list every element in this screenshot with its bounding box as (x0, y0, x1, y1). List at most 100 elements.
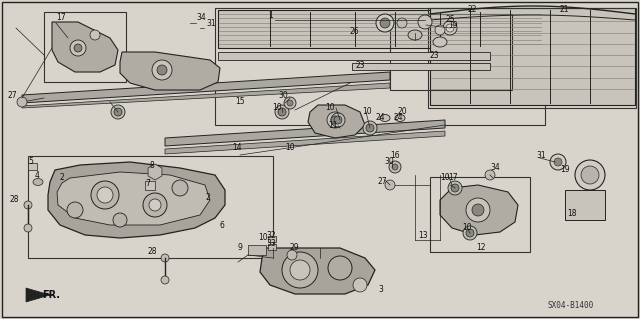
Circle shape (111, 105, 125, 119)
Circle shape (550, 154, 566, 170)
Bar (248, 245, 266, 255)
Text: 34: 34 (196, 13, 205, 23)
Circle shape (466, 198, 490, 222)
Text: 12: 12 (476, 243, 486, 253)
Text: 30: 30 (278, 91, 288, 100)
Bar (28, 156, 273, 258)
Polygon shape (22, 72, 390, 103)
Text: 27: 27 (8, 91, 18, 100)
Text: 28: 28 (148, 248, 157, 256)
Bar (44, 12, 126, 82)
Text: 1: 1 (268, 11, 273, 20)
Circle shape (575, 160, 605, 190)
Text: 10: 10 (325, 103, 335, 113)
Bar (428, 8, 636, 108)
Polygon shape (165, 120, 445, 146)
Bar (215, 8, 545, 125)
Text: 11: 11 (328, 122, 337, 130)
Text: 34: 34 (490, 164, 500, 173)
Text: 10: 10 (440, 174, 450, 182)
Polygon shape (52, 22, 118, 72)
Text: 16: 16 (390, 151, 399, 160)
Text: 24: 24 (393, 114, 403, 122)
Text: 29: 29 (290, 243, 300, 253)
Bar (268, 244, 276, 250)
Text: 19: 19 (448, 21, 458, 31)
Circle shape (282, 252, 318, 288)
Circle shape (466, 229, 474, 237)
Circle shape (328, 256, 352, 280)
Polygon shape (430, 8, 635, 105)
Circle shape (331, 113, 345, 127)
Circle shape (380, 18, 390, 28)
Polygon shape (148, 164, 162, 180)
Circle shape (472, 204, 484, 216)
Circle shape (581, 166, 599, 184)
Circle shape (157, 65, 167, 75)
Circle shape (97, 187, 113, 203)
Polygon shape (57, 172, 210, 225)
Text: 10: 10 (362, 108, 372, 116)
Circle shape (451, 184, 459, 192)
Circle shape (327, 112, 343, 128)
Bar (430, 177, 530, 252)
Circle shape (275, 105, 289, 119)
Circle shape (149, 199, 161, 211)
Circle shape (485, 170, 495, 180)
Text: 5: 5 (28, 158, 33, 167)
Circle shape (24, 201, 32, 209)
Text: 10: 10 (258, 233, 268, 241)
Polygon shape (120, 52, 220, 90)
Circle shape (161, 276, 169, 284)
Circle shape (443, 21, 457, 35)
Polygon shape (26, 288, 50, 302)
Circle shape (353, 278, 367, 292)
Circle shape (331, 116, 339, 124)
Text: FR.: FR. (42, 290, 60, 300)
Circle shape (363, 121, 377, 135)
Text: 30: 30 (384, 158, 394, 167)
Circle shape (392, 164, 398, 170)
Text: SX04-B1400: SX04-B1400 (548, 300, 595, 309)
Text: 28: 28 (10, 196, 19, 204)
Text: 7: 7 (145, 179, 150, 188)
Bar (565, 190, 605, 220)
Bar (390, 14, 512, 90)
Circle shape (287, 250, 297, 260)
Circle shape (70, 40, 86, 56)
Text: 17: 17 (448, 174, 458, 182)
Bar (268, 236, 276, 242)
Ellipse shape (33, 179, 43, 186)
Circle shape (334, 116, 342, 124)
Circle shape (376, 14, 394, 32)
Text: 24: 24 (375, 114, 385, 122)
Text: 6: 6 (220, 220, 225, 229)
Text: 23: 23 (430, 50, 440, 60)
Circle shape (284, 97, 296, 109)
Circle shape (114, 108, 122, 116)
Polygon shape (308, 105, 365, 138)
Text: 2: 2 (205, 194, 210, 203)
Text: 9: 9 (238, 243, 243, 253)
Circle shape (67, 202, 83, 218)
Circle shape (448, 181, 462, 195)
Text: 31: 31 (536, 151, 546, 160)
Circle shape (74, 44, 82, 52)
Text: 23: 23 (356, 61, 365, 70)
Circle shape (172, 180, 188, 196)
Circle shape (113, 213, 127, 227)
Text: 18: 18 (567, 209, 577, 218)
Text: 25: 25 (445, 16, 454, 25)
Text: 17: 17 (56, 13, 66, 23)
Polygon shape (352, 63, 490, 70)
Text: 27: 27 (378, 177, 388, 187)
Circle shape (24, 224, 32, 232)
Polygon shape (48, 162, 225, 238)
Circle shape (385, 180, 395, 190)
Text: 10: 10 (285, 144, 294, 152)
Text: 14: 14 (232, 144, 242, 152)
Polygon shape (218, 10, 542, 48)
Text: 8: 8 (150, 160, 155, 169)
Ellipse shape (408, 30, 422, 40)
Circle shape (161, 254, 169, 262)
